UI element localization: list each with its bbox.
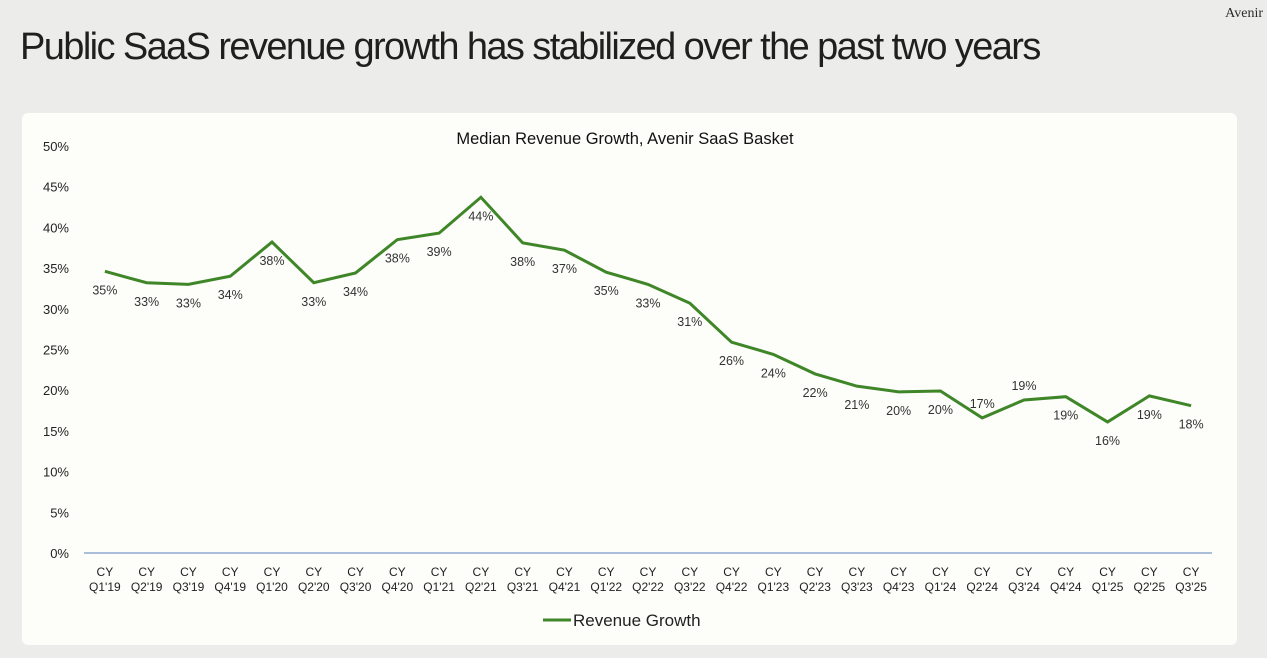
x-tick-label: CY Q2'19 xyxy=(131,565,163,594)
data-label: 16% xyxy=(1095,434,1120,448)
x-tick-label: CY Q4'19 xyxy=(214,565,246,594)
data-label: 18% xyxy=(1179,418,1204,432)
data-label: 33% xyxy=(176,296,201,310)
data-label: 35% xyxy=(594,284,619,298)
data-label: 20% xyxy=(928,403,953,417)
x-tick-label: CY Q4'22 xyxy=(716,565,748,594)
x-tick-label: CY Q1'25 xyxy=(1092,565,1124,594)
y-tick-label: 25% xyxy=(43,343,69,358)
data-label: 19% xyxy=(1011,379,1036,393)
legend: Revenue Growth xyxy=(543,611,701,630)
data-label: 21% xyxy=(844,398,869,412)
y-tick-label: 20% xyxy=(43,383,69,398)
x-tick-label: CY Q2'25 xyxy=(1134,565,1166,594)
y-axis: 0% 5% 10% 15% 20% 25% 30% 35% 40% 45% 50% xyxy=(43,139,69,561)
x-tick-label: CY Q3'22 xyxy=(674,565,706,594)
page-headline: Public SaaS revenue growth has stabilize… xyxy=(20,26,1041,68)
data-label: 34% xyxy=(343,285,368,299)
data-label: 34% xyxy=(218,288,243,302)
series-line-revenue-growth xyxy=(104,195,1192,424)
x-tick-label: CY Q4'20 xyxy=(382,565,414,594)
x-tick-label: CY Q2'21 xyxy=(465,565,497,594)
data-label: 20% xyxy=(886,404,911,418)
data-label: 24% xyxy=(761,366,786,380)
data-label: 35% xyxy=(92,283,117,297)
x-tick-label: CY Q2'23 xyxy=(799,565,831,594)
x-tick-label: CY Q4'23 xyxy=(883,565,915,594)
data-label: 44% xyxy=(468,209,493,223)
y-tick-label: 5% xyxy=(50,505,69,520)
x-tick-label: CY Q3'19 xyxy=(173,565,205,594)
data-label: 37% xyxy=(552,262,577,276)
x-tick-label: CY Q1'23 xyxy=(758,565,790,594)
data-label: 38% xyxy=(385,252,410,266)
x-tick-label: CY Q3'20 xyxy=(340,565,372,594)
y-tick-label: 15% xyxy=(43,424,69,439)
data-label: 38% xyxy=(510,255,535,269)
x-tick-label: CY Q3'23 xyxy=(841,565,873,594)
data-label: 33% xyxy=(301,295,326,309)
data-label: 19% xyxy=(1053,409,1078,423)
data-label: 17% xyxy=(970,397,995,411)
brand-logo: Avenir xyxy=(1225,6,1263,21)
x-tick-label: CY Q3'25 xyxy=(1175,565,1207,594)
y-tick-label: 45% xyxy=(43,180,69,195)
x-tick-label: CY Q2'22 xyxy=(632,565,664,594)
x-tick-label: CY Q2'24 xyxy=(966,565,998,594)
y-tick-label: 40% xyxy=(43,220,69,235)
x-tick-label: CY Q3'21 xyxy=(507,565,539,594)
chart-title: Median Revenue Growth, Avenir SaaS Baske… xyxy=(456,130,794,148)
data-label: 39% xyxy=(427,245,452,259)
y-tick-label: 35% xyxy=(43,261,69,276)
y-tick-label: 30% xyxy=(43,302,69,317)
data-label: 19% xyxy=(1137,408,1162,422)
x-tick-label: CY Q1'20 xyxy=(256,565,288,594)
x-axis: CY Q1'19 CY Q2'19 CY Q3'19 CY Q4'19 CY Q1'20 CY Q2'… xyxy=(89,565,1207,594)
data-label: 38% xyxy=(259,254,284,268)
data-label: 33% xyxy=(635,296,660,310)
y-tick-label: 10% xyxy=(43,465,69,480)
y-tick-label: 50% xyxy=(43,139,69,154)
x-tick-label: CY Q3'24 xyxy=(1008,565,1040,594)
x-tick-label: CY Q1'19 xyxy=(89,565,121,594)
x-tick-label: CY Q4'24 xyxy=(1050,565,1082,594)
data-label: 22% xyxy=(803,386,828,400)
line-chart: Median Revenue Growth, Avenir SaaS Baske… xyxy=(43,130,1212,630)
legend-label: Revenue Growth xyxy=(573,611,701,630)
x-tick-label: CY Q1'22 xyxy=(590,565,622,594)
data-label: 31% xyxy=(677,315,702,329)
x-tick-label: CY Q4'21 xyxy=(549,565,581,594)
data-labels: 35% 33% 33% 34% 38% 33% 34% 38% 39% 44% 38% 37% 35% 3… xyxy=(92,209,1203,448)
chart-card: Median Revenue Growth, Avenir SaaS Baske… xyxy=(22,113,1237,645)
data-label: 33% xyxy=(134,295,159,309)
data-label: 26% xyxy=(719,354,744,368)
x-tick-label: CY Q2'20 xyxy=(298,565,330,594)
y-tick-label: 0% xyxy=(50,546,69,561)
x-tick-label: CY Q1'24 xyxy=(925,565,957,594)
x-tick-label: CY Q1'21 xyxy=(423,565,455,594)
